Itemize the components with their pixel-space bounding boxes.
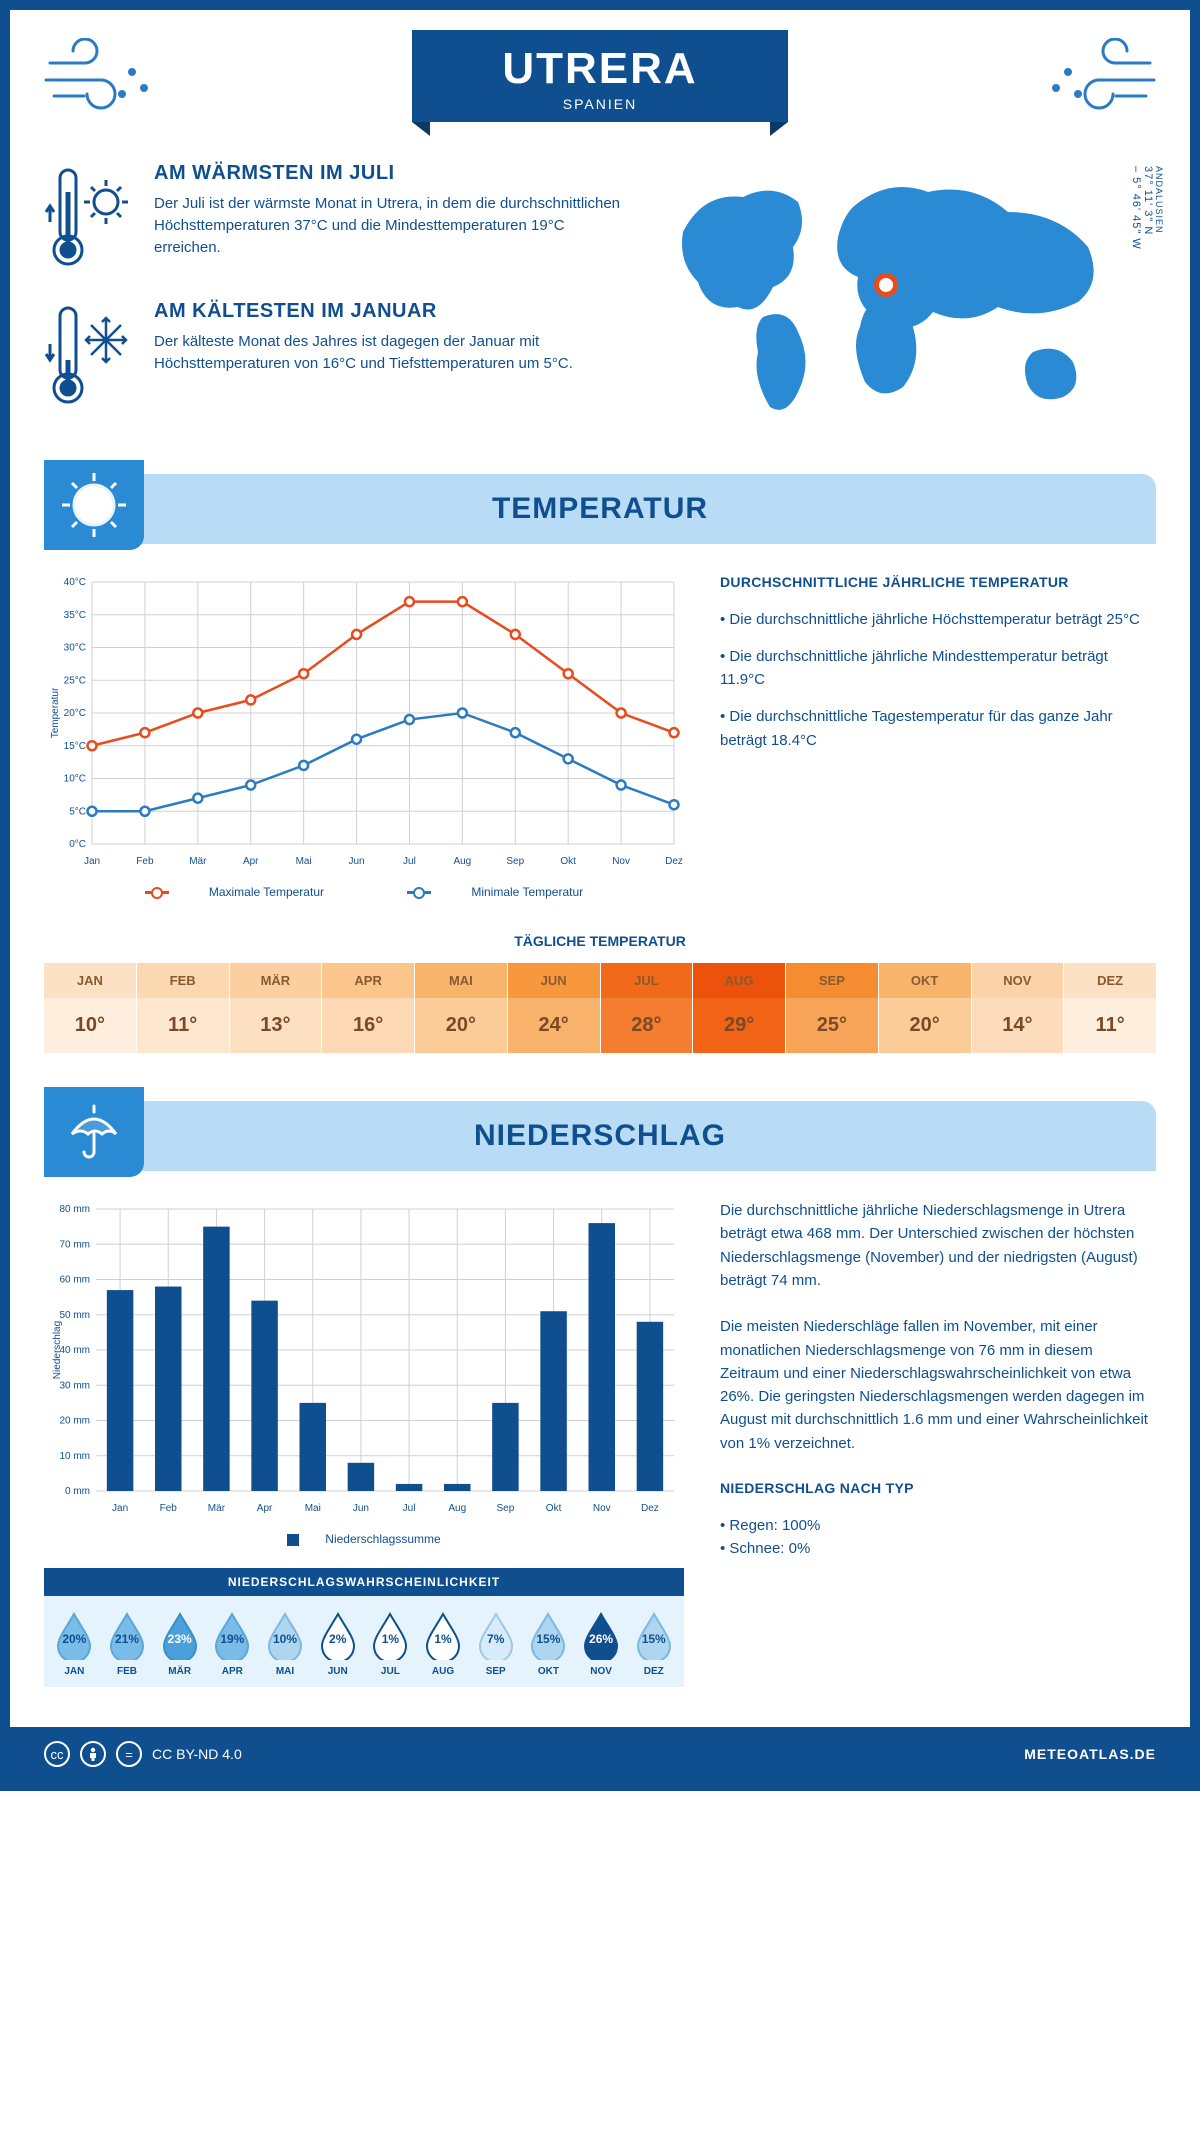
svg-text:70 mm: 70 mm [59, 1239, 90, 1250]
svg-text:Mai: Mai [305, 1503, 321, 1514]
svg-text:Dez: Dez [665, 856, 683, 867]
section-head-temperature: TEMPERATUR [44, 474, 1156, 544]
precip-type-title: NIEDERSCHLAG NACH TYP [720, 1478, 1156, 1500]
svg-text:Okt: Okt [560, 856, 576, 867]
svg-text:50 mm: 50 mm [59, 1310, 90, 1321]
svg-text:Mär: Mär [208, 1503, 226, 1514]
section-head-precipitation: NIEDERSCHLAG [44, 1101, 1156, 1171]
precip-chart-legend: Niederschlagssumme [44, 1532, 684, 1546]
svg-text:10 mm: 10 mm [59, 1451, 90, 1462]
cc-icon: cc [44, 1741, 70, 1767]
svg-text:Sep: Sep [506, 856, 524, 867]
svg-text:Aug: Aug [448, 1503, 466, 1514]
svg-text:Mai: Mai [296, 856, 312, 867]
footer: cc = CC BY-ND 4.0 METEOATLAS.DE [10, 1727, 1190, 1781]
warmest-text: Der Juli ist der wärmste Monat in Utrera… [154, 193, 623, 258]
svg-text:20°C: 20°C [64, 708, 86, 719]
nd-icon: = [116, 1741, 142, 1767]
temperature-line-chart: 0°C 5°C 10°C 15°C 20°C 25°C 30°C 35°C 40°C Jan Feb… [44, 572, 684, 872]
precip-probability-panel: NIEDERSCHLAGSWAHRSCHEINLICHKEIT 20%JAN21… [44, 1568, 684, 1687]
warmest-title: AM WÄRMSTEN IM JULI [154, 162, 623, 185]
precipitation-bar-chart: 0 mm 10 mm 20 mm 30 mm 40 mm 50 mm 60 mm 70 mm 8… [44, 1199, 684, 1519]
precip-text-1: Die durchschnittliche jährliche Niedersc… [720, 1199, 1156, 1292]
wind-icon [40, 38, 160, 118]
svg-text:30 mm: 30 mm [59, 1380, 90, 1391]
svg-text:30°C: 30°C [64, 643, 86, 654]
precip-type-lines: • Regen: 100%• Schnee: 0% [720, 1514, 1156, 1561]
temp-summary-title: DURCHSCHNITTLICHE JÄHRLICHE TEMPERATUR [720, 572, 1156, 594]
svg-text:Apr: Apr [243, 856, 259, 867]
svg-text:5°C: 5°C [69, 806, 86, 817]
daily-temp-table: JAN10°FEB11°MÄR13°APR16°MAI20°JUN24°JUL2… [44, 963, 1156, 1053]
site-name: METEOATLAS.DE [1024, 1746, 1156, 1762]
svg-text:80 mm: 80 mm [59, 1204, 90, 1215]
svg-text:40 mm: 40 mm [59, 1345, 90, 1356]
svg-text:60 mm: 60 mm [59, 1275, 90, 1286]
svg-text:Mär: Mär [189, 856, 207, 867]
temp-chart-legend: Maximale Temperatur Minimale Temperatur [44, 885, 684, 899]
coordinates: ANDALUSIEN 37° 11' 3" N – 5° 46' 45" W [1130, 166, 1164, 250]
svg-text:Okt: Okt [546, 1503, 562, 1514]
svg-text:0°C: 0°C [69, 839, 86, 850]
coldest-text: Der kälteste Monat des Jahres ist dagege… [154, 331, 623, 375]
svg-text:Nov: Nov [593, 1503, 611, 1514]
svg-text:Jun: Jun [348, 856, 364, 867]
world-map [653, 162, 1156, 427]
svg-text:Sep: Sep [497, 1503, 515, 1514]
svg-text:15°C: 15°C [64, 741, 86, 752]
sun-icon [44, 460, 144, 550]
svg-text:25°C: 25°C [64, 675, 86, 686]
svg-text:Jul: Jul [403, 856, 416, 867]
coldest-fact: AM KÄLTESTEN IM JANUAR Der kälteste Mona… [44, 300, 623, 410]
temp-summary-bullets: • Die durchschnittliche jährliche Höchst… [720, 608, 1156, 752]
header: UTRERA SPANIEN [10, 10, 1190, 162]
svg-text:35°C: 35°C [64, 610, 86, 621]
svg-text:20 mm: 20 mm [59, 1416, 90, 1427]
svg-text:Jun: Jun [353, 1503, 369, 1514]
svg-text:10°C: 10°C [64, 774, 86, 785]
coldest-title: AM KÄLTESTEN IM JANUAR [154, 300, 623, 323]
thermometer-cold-icon [44, 300, 134, 410]
svg-text:Apr: Apr [257, 1503, 273, 1514]
svg-text:Nov: Nov [612, 856, 630, 867]
svg-text:Feb: Feb [160, 1503, 178, 1514]
daily-temp-label: TÄGLICHE TEMPERATUR [44, 933, 1156, 949]
svg-text:0 mm: 0 mm [65, 1486, 90, 1497]
country-name: SPANIEN [502, 96, 697, 112]
svg-text:40°C: 40°C [64, 577, 86, 588]
svg-text:Jan: Jan [84, 856, 100, 867]
svg-text:Dez: Dez [641, 1503, 659, 1514]
wind-icon [1040, 38, 1160, 118]
svg-text:Niederschlag: Niederschlag [52, 1321, 63, 1379]
svg-text:Feb: Feb [136, 856, 154, 867]
title-ribbon: UTRERA SPANIEN [412, 30, 787, 122]
thermometer-hot-icon [44, 162, 134, 272]
svg-text:Jan: Jan [112, 1503, 128, 1514]
warmest-fact: AM WÄRMSTEN IM JULI Der Juli ist der wär… [44, 162, 623, 272]
umbrella-icon [44, 1087, 144, 1177]
svg-text:Temperatur: Temperatur [50, 687, 61, 738]
by-icon [80, 1741, 106, 1767]
svg-text:Aug: Aug [453, 856, 471, 867]
city-name: UTRERA [502, 44, 697, 94]
svg-text:Jul: Jul [403, 1503, 416, 1514]
precip-text-2: Die meisten Niederschläge fallen im Nove… [720, 1315, 1156, 1455]
license-badge: cc = CC BY-ND 4.0 [44, 1741, 242, 1767]
